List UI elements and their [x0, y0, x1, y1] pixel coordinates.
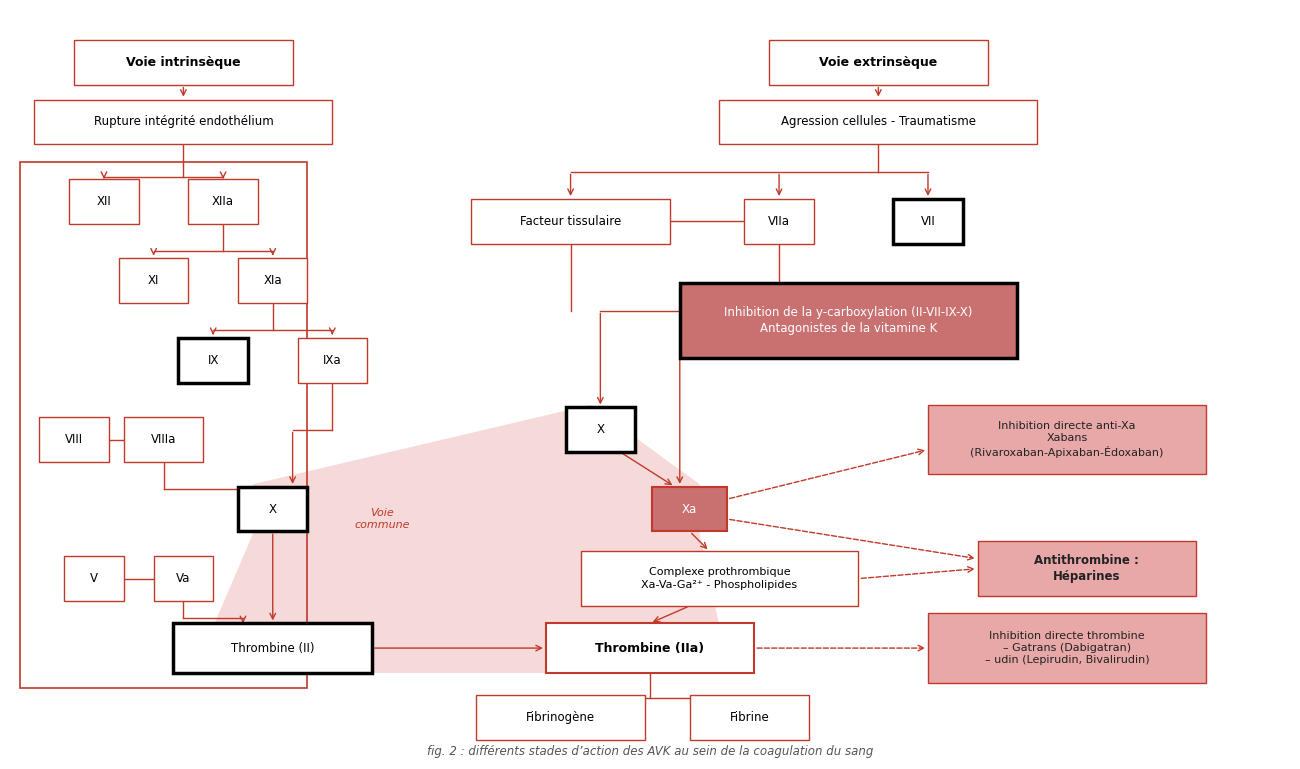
Text: Complexe prothrombique
Xa-Va-Ga²⁺ - Phospholipides: Complexe prothrombique Xa-Va-Ga²⁺ - Phos…: [641, 568, 798, 590]
Text: Inhibition directe anti-Xa
Xabans
(Rivaroxaban-Apixaban-Édoxaban): Inhibition directe anti-Xa Xabans (Rivar…: [970, 421, 1164, 458]
FancyBboxPatch shape: [893, 199, 963, 244]
Polygon shape: [194, 404, 729, 673]
FancyBboxPatch shape: [476, 695, 645, 740]
Text: XIa: XIa: [264, 275, 282, 288]
FancyBboxPatch shape: [546, 623, 754, 673]
FancyBboxPatch shape: [64, 556, 124, 601]
Text: Thrombine (IIa): Thrombine (IIa): [595, 641, 705, 654]
Text: Fibrine: Fibrine: [729, 711, 770, 724]
Text: VIIa: VIIa: [768, 215, 790, 228]
Text: Agression cellules - Traumatisme: Agression cellules - Traumatisme: [781, 115, 976, 128]
Text: Thrombine (II): Thrombine (II): [231, 641, 315, 654]
FancyBboxPatch shape: [188, 179, 257, 224]
FancyBboxPatch shape: [173, 623, 372, 673]
Text: Va: Va: [177, 572, 191, 585]
FancyBboxPatch shape: [178, 338, 248, 382]
Text: VIII: VIII: [65, 433, 83, 446]
FancyBboxPatch shape: [581, 551, 858, 606]
Text: IX: IX: [208, 354, 218, 367]
FancyBboxPatch shape: [680, 283, 1018, 358]
Text: Fibrinogène: Fibrinogène: [526, 711, 595, 724]
FancyBboxPatch shape: [928, 404, 1206, 474]
FancyBboxPatch shape: [719, 99, 1037, 145]
FancyBboxPatch shape: [770, 40, 988, 85]
Text: VII: VII: [920, 215, 936, 228]
Text: Xa: Xa: [682, 503, 697, 515]
FancyBboxPatch shape: [238, 487, 308, 531]
FancyBboxPatch shape: [298, 338, 367, 382]
Text: Facteur tissulaire: Facteur tissulaire: [520, 215, 621, 228]
Text: V: V: [90, 572, 97, 585]
FancyBboxPatch shape: [153, 556, 213, 601]
FancyBboxPatch shape: [472, 199, 670, 244]
Text: X: X: [597, 423, 604, 436]
FancyBboxPatch shape: [35, 99, 333, 145]
Text: XII: XII: [96, 195, 112, 208]
FancyBboxPatch shape: [74, 40, 292, 85]
FancyBboxPatch shape: [928, 614, 1206, 683]
Text: X: X: [269, 503, 277, 515]
Text: IXa: IXa: [322, 354, 342, 367]
Text: fig. 2 : différents stades d’action des AVK au sein de la coagulation du sang: fig. 2 : différents stades d’action des …: [426, 745, 874, 757]
FancyBboxPatch shape: [978, 541, 1196, 596]
FancyBboxPatch shape: [566, 408, 636, 452]
Text: Inhibition directe thrombine
– Gatrans (Dabigatran)
– udin (Lepirudin, Bivalirud: Inhibition directe thrombine – Gatrans (…: [984, 631, 1149, 665]
Text: XIIa: XIIa: [212, 195, 234, 208]
Text: Antithrombine :
Héparines: Antithrombine : Héparines: [1035, 554, 1139, 583]
FancyBboxPatch shape: [690, 695, 809, 740]
FancyBboxPatch shape: [745, 199, 814, 244]
FancyBboxPatch shape: [69, 179, 139, 224]
Text: VIIIa: VIIIa: [151, 433, 177, 446]
FancyBboxPatch shape: [124, 418, 203, 462]
Text: Inhibition de la y-carboxylation (II-VII-IX-X)
Antagonistes de la vitamine K: Inhibition de la y-carboxylation (II-VII…: [724, 306, 972, 335]
FancyBboxPatch shape: [238, 258, 308, 303]
Text: XI: XI: [148, 275, 160, 288]
FancyBboxPatch shape: [653, 487, 727, 531]
Text: Rupture intégrité endothélium: Rupture intégrité endothélium: [94, 115, 273, 128]
FancyBboxPatch shape: [118, 258, 188, 303]
Text: Voie extrinsèque: Voie extrinsèque: [819, 56, 937, 69]
FancyBboxPatch shape: [39, 418, 109, 462]
Text: Voie intrinsèque: Voie intrinsèque: [126, 56, 240, 69]
Text: Voie
commune: Voie commune: [354, 508, 410, 530]
